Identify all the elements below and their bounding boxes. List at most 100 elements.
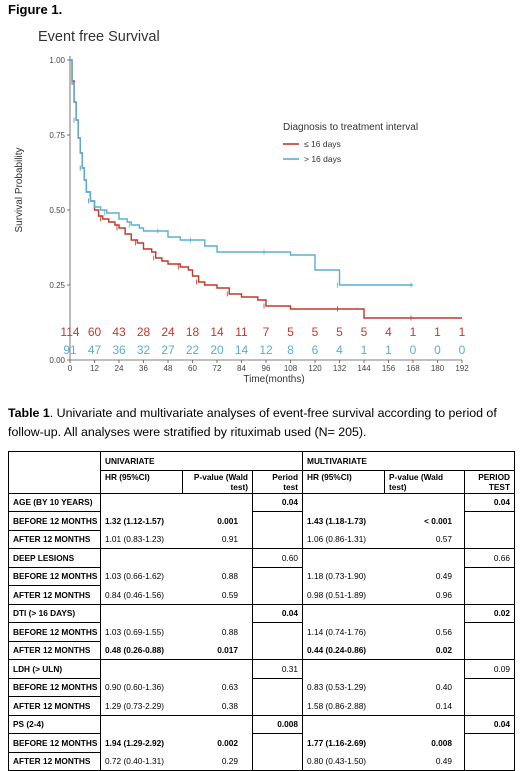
risk-number-1: 4 bbox=[385, 325, 392, 339]
row-label: BEFORE 12 MONTHS bbox=[8, 511, 101, 531]
x-tick-label: 0 bbox=[68, 364, 73, 373]
hr-multivariate: 1.18 (0.73-1.90) bbox=[302, 567, 385, 586]
x-tick-label: 132 bbox=[333, 364, 347, 373]
x-tick-label: 108 bbox=[284, 364, 298, 373]
risk-number-1: 5 bbox=[312, 325, 319, 339]
x-tick-label: 84 bbox=[237, 364, 246, 373]
legend-title: Diagnosis to treatment interval bbox=[283, 122, 418, 133]
row-label: BEFORE 12 MONTHS bbox=[8, 566, 101, 586]
row-label: BEFORE 12 MONTHS bbox=[8, 622, 101, 642]
period-test-multivariate: 0.04 bbox=[464, 492, 516, 512]
results-table-body: UNIVARIATE MULTIVARIATE HR (95%CI) P-value … bbox=[8, 451, 516, 771]
hr-univariate: 0.90 (0.60-1.36) bbox=[100, 678, 183, 697]
header-period-multi: PERIOD TEST bbox=[464, 469, 516, 494]
row-label: AFTER 12 MONTHS bbox=[8, 529, 101, 549]
empty-cell bbox=[251, 641, 304, 660]
pvalue-multivariate: 0.49 bbox=[384, 567, 466, 586]
table-row: BEFORE 12 MONTHS 1.03 (0.66-1.62) 0.88 1.18… bbox=[8, 566, 516, 586]
row-label: BEFORE 12 MONTHS bbox=[8, 677, 101, 697]
caption-text: . Univariate and multivariate analyses o… bbox=[8, 406, 497, 439]
risk-number-2: 22 bbox=[186, 343, 200, 357]
risk-number-2: 0 bbox=[410, 343, 417, 357]
period-test-univariate: 0.04 bbox=[251, 492, 304, 512]
risk-number-1: 14 bbox=[210, 325, 224, 339]
pvalue-multivariate: 0.49 bbox=[384, 752, 466, 771]
empty-cell bbox=[464, 511, 516, 530]
empty-cell bbox=[464, 567, 516, 586]
group-label: PS (2-4) bbox=[8, 714, 101, 734]
pvalue-univariate: 0.63 bbox=[182, 678, 253, 697]
empty-cell bbox=[464, 752, 516, 771]
row-label: AFTER 12 MONTHS bbox=[8, 585, 101, 605]
risk-number-2: 32 bbox=[137, 343, 151, 357]
table-header-group-row: UNIVARIATE MULTIVARIATE bbox=[8, 451, 516, 471]
header-pvalue-multi: P-value (Wald test) bbox=[384, 469, 466, 494]
series-line-1 bbox=[70, 59, 462, 319]
pvalue-univariate: 0.59 bbox=[182, 585, 253, 605]
period-test-univariate: 0.04 bbox=[251, 603, 304, 623]
risk-number-2: 91 bbox=[63, 343, 77, 357]
risk-number-2: 0 bbox=[434, 343, 441, 357]
row-label: AFTER 12 MONTHS bbox=[8, 751, 101, 771]
table-group-row: DEEP LESIONS 0.60 0.66 bbox=[8, 548, 516, 568]
risk-number-2: 27 bbox=[161, 343, 175, 357]
row-label: AFTER 12 MONTHS bbox=[8, 696, 101, 716]
empty-cell bbox=[302, 603, 466, 623]
results-table-wrap: UNIVARIATE MULTIVARIATE HR (95%CI) P-value … bbox=[8, 451, 516, 771]
empty-cell bbox=[251, 567, 304, 586]
x-axis-label: Time(months) bbox=[243, 374, 304, 385]
x-tick-label: 120 bbox=[308, 364, 322, 373]
group-label: DEEP LESIONS bbox=[8, 548, 101, 568]
empty-cell bbox=[251, 622, 304, 641]
table-row: AFTER 12 MONTHS 0.72 (0.40-1.31) 0.29 0.80 … bbox=[8, 751, 516, 771]
risk-number-2: 4 bbox=[336, 343, 343, 357]
x-tick-label: 60 bbox=[188, 364, 197, 373]
risk-number-2: 36 bbox=[112, 343, 126, 357]
table-group-row: LDH (> ULN) 0.31 0.09 bbox=[8, 659, 516, 679]
pvalue-univariate: 0.29 bbox=[182, 752, 253, 771]
y-tick-label: 0.00 bbox=[49, 356, 65, 365]
results-table: UNIVARIATE MULTIVARIATE HR (95%CI) P-value … bbox=[8, 451, 516, 771]
pvalue-univariate: 0.88 bbox=[182, 622, 253, 641]
group-label: AGE (BY 10 YEARS) bbox=[8, 492, 101, 512]
chart-title: Event free Survival bbox=[38, 29, 160, 45]
pvalue-multivariate: 0.02 bbox=[384, 641, 466, 660]
empty-cell bbox=[100, 492, 253, 512]
period-test-multivariate: 0.04 bbox=[464, 714, 516, 734]
empty-cell bbox=[302, 548, 466, 567]
table-row: AFTER 12 MONTHS 1.29 (0.73-2.29) 0.38 1.58 … bbox=[8, 696, 516, 716]
y-axis-label: Survival Probability bbox=[14, 147, 25, 232]
empty-cell bbox=[100, 714, 253, 734]
risk-number-2: 12 bbox=[259, 343, 273, 357]
risk-number-2: 14 bbox=[235, 343, 249, 357]
risk-number-1: 5 bbox=[336, 325, 343, 339]
hr-multivariate: 0.83 (0.53-1.29) bbox=[302, 678, 385, 697]
table-row: AFTER 12 MONTHS 1.01 (0.83-1.23) 0.91 1.06 … bbox=[8, 529, 516, 549]
header-hr-multi: HR (95%CI) bbox=[302, 469, 386, 494]
risk-number-1: 114 bbox=[60, 325, 79, 339]
header-multivariate: MULTIVARIATE bbox=[302, 451, 516, 471]
x-tick-label: 36 bbox=[139, 364, 148, 373]
period-test-univariate: 0.008 bbox=[251, 714, 304, 734]
x-tick-label: 168 bbox=[406, 364, 420, 373]
x-tick-label: 156 bbox=[382, 364, 396, 373]
pvalue-multivariate: 0.57 bbox=[384, 530, 466, 549]
empty-cell bbox=[100, 659, 253, 678]
hr-univariate: 0.84 (0.46-1.56) bbox=[100, 585, 183, 605]
empty-cell bbox=[251, 752, 304, 771]
risk-number-1: 1 bbox=[434, 325, 441, 339]
series-line-2 bbox=[70, 59, 413, 286]
pvalue-multivariate: 0.56 bbox=[384, 622, 466, 641]
header-univariate: UNIVARIATE bbox=[99, 451, 304, 471]
risk-number-2: 1 bbox=[361, 343, 368, 357]
risk-number-1: 60 bbox=[88, 325, 102, 339]
period-test-univariate: 0.31 bbox=[251, 659, 304, 679]
hr-univariate: 1.32 (1.12-1.57) bbox=[100, 511, 183, 530]
risk-number-2: 47 bbox=[88, 343, 102, 357]
hr-univariate: 0.72 (0.40-1.31) bbox=[100, 752, 183, 771]
table-group-row: DTI (> 16 DAYS) 0.04 0.02 bbox=[8, 603, 516, 623]
header-pvalue: P-value (Wald test) bbox=[182, 469, 253, 494]
risk-number-2: 0 bbox=[459, 343, 466, 357]
y-tick-label: 0.50 bbox=[49, 206, 65, 215]
x-tick-label: 12 bbox=[90, 364, 99, 373]
